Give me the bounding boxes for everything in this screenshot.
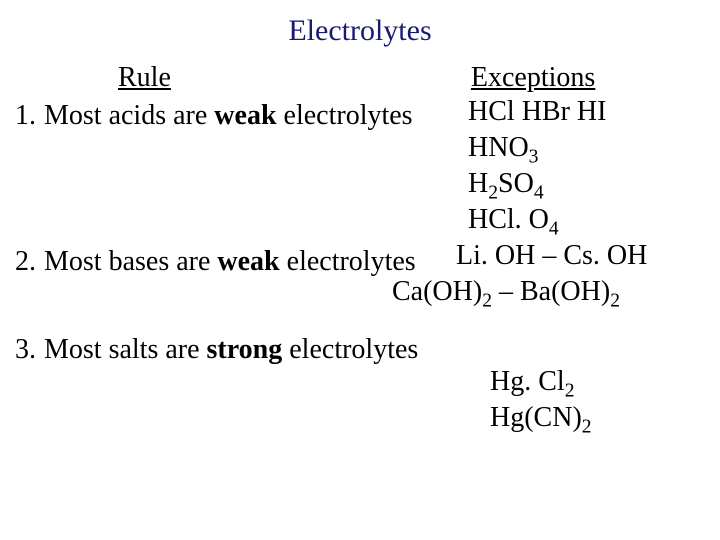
rule-suffix: electrolytes bbox=[280, 246, 416, 277]
subscript: 2 bbox=[582, 417, 592, 438]
rule-text: Most salts are strong electrolytes bbox=[44, 334, 418, 366]
rule-prefix: Most bases are bbox=[44, 246, 217, 277]
formula: Ca(OH) bbox=[392, 276, 482, 307]
exception-6: Ca(OH)2 – Ba(OH)2 bbox=[392, 276, 620, 313]
exception-3: H2SO4 bbox=[468, 168, 544, 205]
rule-prefix: Most acids are bbox=[44, 100, 214, 131]
rule-bold: strong bbox=[207, 334, 283, 365]
rule-suffix: electrolytes bbox=[282, 334, 418, 365]
formula: Hg. Cl bbox=[490, 366, 565, 397]
exception-4: HCl. O4 bbox=[468, 204, 559, 241]
rule-3: 3. Most salts are strong electrolytes bbox=[0, 334, 720, 366]
column-headers: Rule Exceptions bbox=[0, 62, 720, 94]
subscript: 3 bbox=[529, 147, 539, 168]
rule-number: 3. bbox=[0, 334, 36, 366]
rule-text: Most acids are weak electrolytes bbox=[44, 100, 413, 132]
page-title: Electrolytes bbox=[0, 0, 720, 48]
rule-header: Rule bbox=[118, 62, 171, 94]
formula: SO bbox=[498, 168, 534, 199]
formula: HNO bbox=[468, 132, 529, 163]
exception-7: Hg. Cl2 bbox=[490, 366, 574, 403]
subscript: 2 bbox=[482, 291, 492, 312]
formula: – Ba(OH) bbox=[492, 276, 610, 307]
rule-suffix: electrolytes bbox=[277, 100, 413, 131]
subscript: 4 bbox=[549, 219, 559, 240]
rule-bold: weak bbox=[217, 246, 279, 277]
exceptions-header: Exceptions bbox=[471, 62, 595, 94]
exception-2: HNO3 bbox=[468, 132, 538, 169]
rule-prefix: Most salts are bbox=[44, 334, 207, 365]
subscript: 2 bbox=[488, 183, 498, 204]
exception-1: HCl HBr HI bbox=[468, 96, 606, 128]
formula: HCl. O bbox=[468, 204, 549, 235]
rule-1: 1. Most acids are weak electrolytes bbox=[0, 100, 720, 132]
rule-number: 1. bbox=[0, 100, 36, 132]
formula: HCl bbox=[468, 96, 515, 127]
formula: HBr HI bbox=[515, 96, 607, 127]
rule-number: 2. bbox=[0, 246, 36, 278]
exception-8: Hg(CN)2 bbox=[490, 402, 592, 439]
formula: Hg(CN) bbox=[490, 402, 582, 433]
subscript: 2 bbox=[610, 291, 620, 312]
subscript: 2 bbox=[565, 381, 575, 402]
formula: H bbox=[468, 168, 488, 199]
exception-5: Li. OH – Cs. OH bbox=[456, 240, 647, 272]
rule-text: Most bases are weak electrolytes bbox=[44, 246, 416, 278]
rule-bold: weak bbox=[214, 100, 276, 131]
subscript: 4 bbox=[534, 183, 544, 204]
